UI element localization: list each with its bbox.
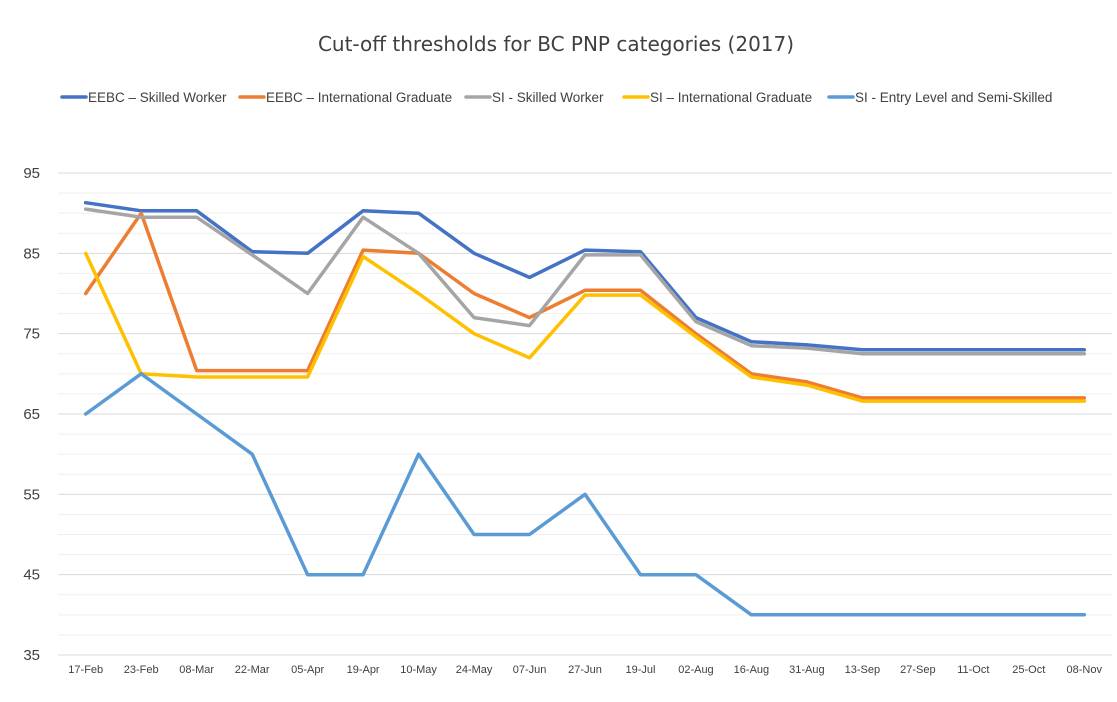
x-tick-label: 19-Jul [625,664,655,676]
series-line-2 [83,211,1087,400]
y-tick-label: 45 [23,567,40,584]
legend-item-1: EEBC – Skilled Worker [60,90,227,105]
legend-item-4: SI – International Graduate [622,90,812,105]
x-tick-label: 19-Apr [347,664,380,676]
x-tick-label: 08-Mar [179,664,214,676]
series-lines [83,200,1087,617]
x-tick-label: 16-Aug [734,664,769,676]
legend: EEBC – Skilled Worker EEBC – Internationa… [60,90,1052,105]
x-tick-label: 13-Sep [845,664,880,676]
legend-label: SI - Skilled Worker [492,90,604,105]
y-tick-label: 75 [23,326,40,343]
series-line-4 [83,251,1087,403]
legend-label: EEBC – Skilled Worker [88,90,227,105]
y-tick-label: 35 [23,647,40,664]
legend-item-5: SI - Entry Level and Semi-Skilled [827,90,1052,105]
legend-label: SI - Entry Level and Semi-Skilled [855,90,1052,105]
series-line-3 [83,207,1087,356]
legend-item-3: SI - Skilled Worker [464,90,604,105]
series-line-1 [83,200,1087,352]
x-tick-label: 08-Nov [1067,664,1103,676]
x-tick-label: 10-May [400,664,437,676]
y-tick-label: 95 [23,165,40,182]
x-axis-ticks: 17-Feb 23-Feb 08-Mar 22-Mar 05-Apr 19-Apr 10-M… [68,664,1102,676]
x-tick-label: 02-Aug [678,664,713,676]
gridlines [58,172,1112,656]
x-tick-label: 27-Sep [900,664,935,676]
y-tick-label: 85 [23,245,40,262]
x-tick-label: 17-Feb [68,664,103,676]
x-tick-label: 11-Oct [957,664,989,676]
legend-label: EEBC – International Graduate [266,90,452,105]
x-tick-label: 24-May [456,664,493,676]
x-tick-label: 22-Mar [235,664,270,676]
x-tick-label: 31-Aug [789,664,824,676]
chart-title: Cut-off thresholds for BC PNP categories… [318,32,794,56]
legend-item-2: EEBC – International Graduate [238,90,452,105]
x-tick-label: 05-Apr [291,664,324,676]
x-tick-label: 27-Jun [568,664,602,676]
y-tick-label: 55 [23,486,40,503]
series-line-5 [83,372,1087,617]
legend-label: SI – International Graduate [650,90,812,105]
y-tick-label: 65 [23,406,40,423]
x-tick-label: 23-Feb [124,664,159,676]
x-tick-label: 07-Jun [513,664,547,676]
x-tick-label: 25-Oct [1012,664,1045,676]
y-axis-ticks: 35 45 55 65 75 85 95 [23,165,40,664]
